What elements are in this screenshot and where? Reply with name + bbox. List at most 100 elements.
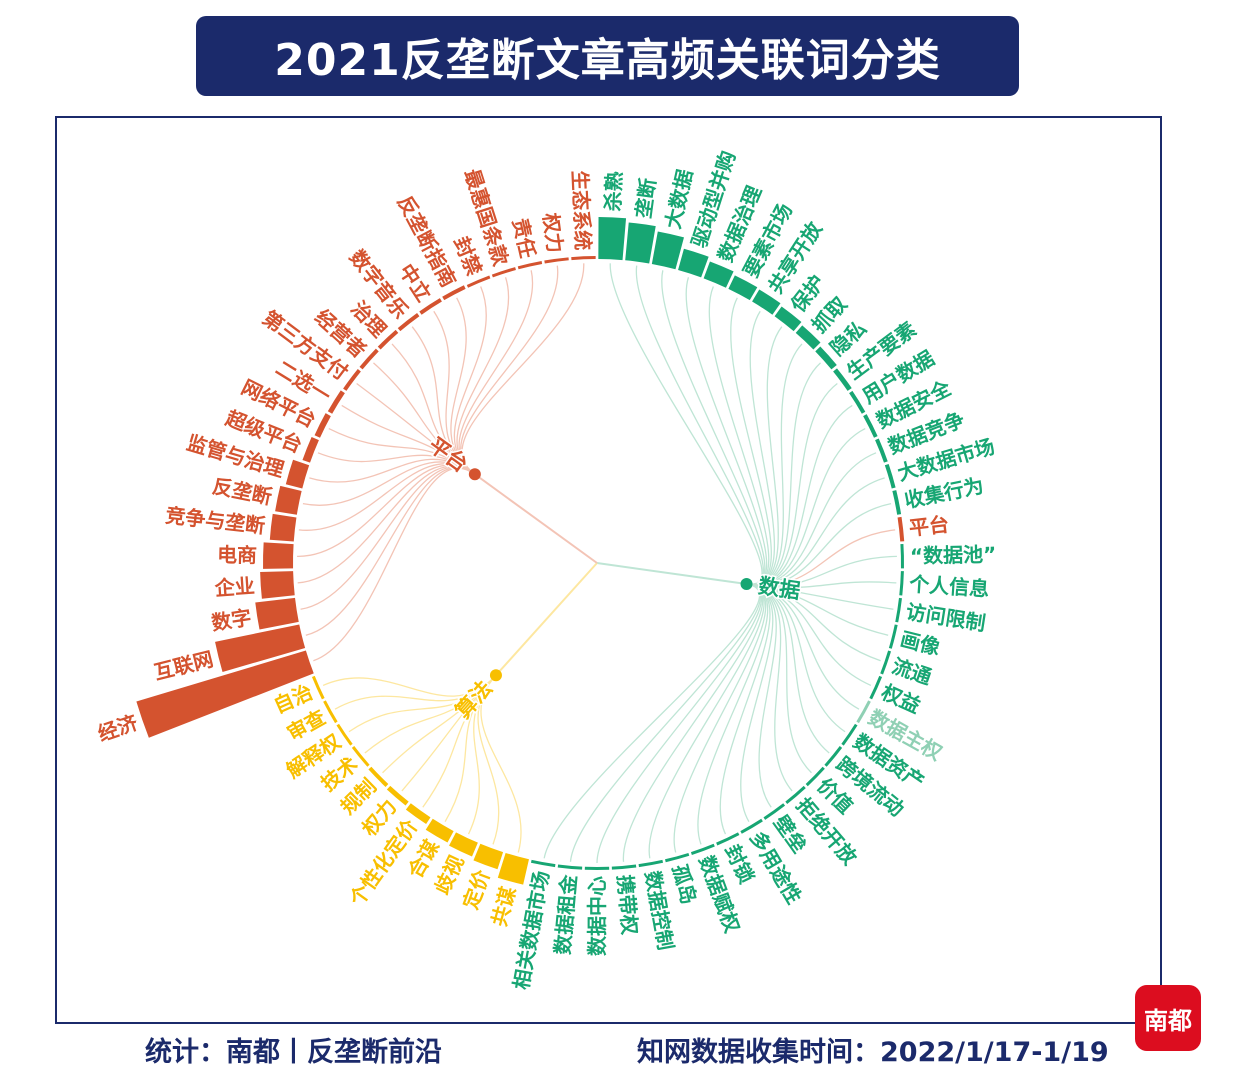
leaf-link	[746, 362, 821, 585]
leaf-link	[746, 583, 777, 808]
leaf-link	[746, 477, 885, 586]
bar-第三方支付	[343, 368, 361, 391]
bar-个人信息	[899, 571, 904, 596]
bar-大数据市场	[884, 463, 896, 489]
bar-数据资产	[841, 723, 858, 746]
bar-拒绝开放	[785, 785, 806, 804]
bar-治理	[377, 329, 399, 350]
leaf-label: 数字	[210, 605, 253, 635]
leaf-link	[453, 286, 487, 475]
bar-画像	[888, 624, 898, 649]
bar-权益	[869, 675, 883, 700]
bar-权力	[544, 257, 569, 264]
bar-多用途性	[740, 818, 763, 834]
leaf-link	[730, 297, 772, 585]
bar-解释权	[336, 723, 353, 746]
leaf-label: 个人信息	[908, 572, 990, 601]
bar-价值	[805, 766, 825, 787]
leaf-link	[746, 583, 889, 636]
bar-数据竞争	[875, 438, 888, 463]
root-link-算法	[495, 562, 598, 676]
leaf-link	[460, 265, 559, 475]
leaf-link	[322, 674, 497, 697]
bar-数据安全	[863, 414, 878, 438]
group-node-数据	[740, 578, 753, 591]
leaf-link	[746, 503, 892, 586]
chart-title: 2021反垄断文章高频关联词分类	[274, 35, 941, 86]
leaf-label: 经济	[95, 710, 142, 746]
leaf-label: 携带权	[613, 874, 642, 937]
leaf-link	[341, 404, 476, 475]
bar-数据赋权	[690, 843, 715, 855]
leaf-link	[746, 583, 793, 792]
leaf-link	[746, 583, 894, 610]
leaf-link	[746, 581, 897, 589]
bar-反垄断	[275, 485, 302, 515]
leaf-link	[444, 674, 497, 823]
bar-数据治理	[703, 261, 734, 288]
leaf-link	[458, 270, 534, 475]
leaf-label: 权力	[538, 211, 567, 255]
bar-共谋	[497, 852, 529, 885]
leaf-link	[480, 674, 522, 853]
bar-数据租金	[557, 864, 583, 870]
leaf-link	[685, 277, 768, 585]
leaf-link	[391, 343, 476, 475]
leaf-link	[648, 583, 765, 859]
leaf-link	[334, 674, 497, 710]
bar-“数据池”	[900, 543, 904, 569]
bar-合谋	[425, 818, 454, 843]
leaf-link	[746, 427, 866, 586]
leaf-link	[746, 583, 846, 733]
bar-数据主权	[856, 700, 871, 724]
leaf-link	[609, 263, 763, 585]
leaf-link	[305, 466, 476, 636]
bar-网络平台	[314, 413, 331, 438]
leaf-link	[317, 452, 476, 475]
bar-经营者	[359, 348, 379, 370]
bar-数据中心	[584, 866, 610, 870]
leaf-link	[746, 583, 812, 774]
bar-数字	[255, 597, 299, 630]
leaf-link	[746, 583, 881, 662]
leaf-link	[411, 326, 476, 475]
leaf-link	[543, 583, 761, 859]
leaf-link	[450, 297, 476, 475]
leaf-label: 竞争与垄断	[164, 503, 266, 538]
leaf-label: 定价	[458, 866, 495, 913]
leaf-label: 反垄断	[210, 474, 274, 509]
links-layer	[297, 263, 897, 864]
root-link-平台	[474, 473, 598, 564]
bar-携带权	[611, 864, 637, 870]
leaf-link	[746, 583, 830, 754]
bar-生产要素	[833, 368, 852, 391]
leaf-link	[746, 404, 853, 585]
bar-孤岛	[665, 852, 690, 863]
bar-责任	[517, 261, 543, 270]
bar-隐私	[815, 346, 837, 370]
bar-相关数据市场	[530, 859, 556, 868]
leaf-link	[309, 458, 476, 483]
leaf-label: 数据中心	[585, 876, 609, 956]
leaf-link	[596, 583, 763, 864]
leaf-label: 生态系统	[568, 170, 596, 251]
chart-frame	[55, 116, 1162, 1024]
leaf-link	[622, 583, 764, 862]
leaf-label: 数据租金	[550, 873, 581, 956]
chart-title-banner: 2021反垄断文章高频关联词分类	[196, 16, 1019, 96]
bar-用户数据	[849, 390, 866, 414]
leaf-label: 相关数据市场	[509, 869, 554, 991]
leaf-link	[746, 382, 838, 585]
bar-个性化定价	[405, 803, 431, 825]
leaf-link	[569, 583, 762, 862]
leaf-link	[661, 270, 766, 585]
leaf-link	[746, 452, 877, 586]
root-link-数据	[596, 562, 747, 586]
bar-收集行为	[892, 490, 902, 515]
leaf-link	[467, 674, 497, 835]
leaf-label: 企业	[213, 574, 256, 601]
bar-竞争与垄断	[269, 513, 297, 542]
leaf-link	[740, 583, 774, 823]
